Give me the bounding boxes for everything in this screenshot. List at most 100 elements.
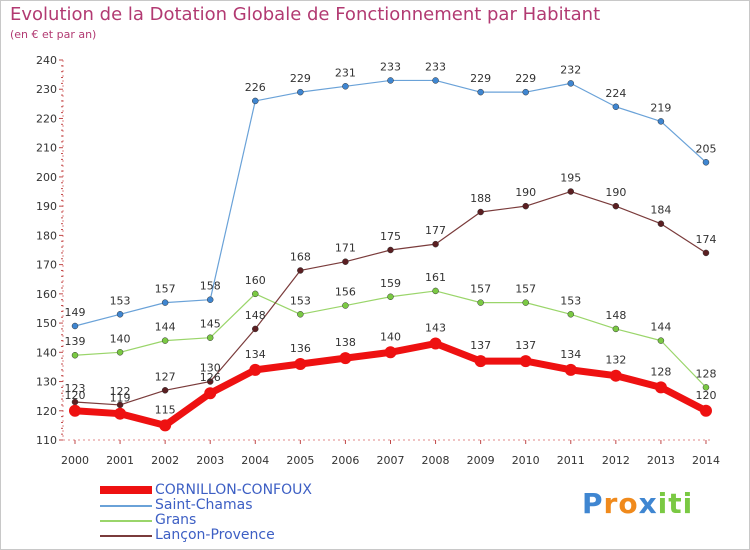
y-tick-label: 140 <box>36 346 57 359</box>
data-point-grans <box>387 293 394 301</box>
data-point-lan-on-provence <box>702 249 710 257</box>
data-label-saint-chamas: 153 <box>110 294 131 307</box>
data-point-cornillon-confoux <box>519 355 532 368</box>
y-tick-label: 190 <box>36 200 57 213</box>
x-tick-label: 2004 <box>241 454 269 467</box>
data-label-saint-chamas: 158 <box>200 280 221 293</box>
data-point-lan-on-provence <box>297 267 304 274</box>
data-point-cornillon-confoux <box>564 363 577 376</box>
data-label-lan-on-provence: 148 <box>245 309 266 322</box>
data-label-cornillon-confoux: 128 <box>650 365 671 378</box>
data-label-grans: 153 <box>560 294 581 307</box>
logo-letter: o <box>618 487 639 520</box>
data-label-grans: 160 <box>245 274 266 287</box>
x-tick-label: 2007 <box>376 454 404 467</box>
data-point-saint-chamas <box>522 88 529 96</box>
chart-series: 149 153 157 158 226 229 231 233 233 229 229 232 224 2… <box>65 60 716 432</box>
data-point-cornillon-confoux <box>654 381 667 394</box>
data-label-lan-on-provence: 184 <box>650 204 671 217</box>
chart-title: Evolution de la Dotation Globale de Fonc… <box>10 4 601 25</box>
data-point-lan-on-provence <box>161 387 169 394</box>
y-tick-label: 170 <box>36 259 57 272</box>
data-point-grans <box>657 337 665 344</box>
legend-label-saint-chamas: Saint-Chamas <box>155 497 253 513</box>
data-label-lan-on-provence: 177 <box>425 224 446 237</box>
data-point-grans <box>702 384 710 391</box>
data-point-lan-on-provence <box>657 220 665 227</box>
legend-swatch-grans <box>100 520 152 522</box>
data-point-grans <box>432 287 439 295</box>
data-label-saint-chamas: 219 <box>650 101 671 114</box>
data-point-lan-on-provence <box>477 208 484 216</box>
data-label-grans: 159 <box>380 277 401 290</box>
y-tick-label: 130 <box>36 376 57 389</box>
data-point-lan-on-provence <box>567 188 575 195</box>
y-tick-label: 120 <box>36 405 57 418</box>
data-point-grans <box>161 337 169 344</box>
data-point-saint-chamas <box>702 159 710 166</box>
data-label-lan-on-provence: 122 <box>110 385 131 398</box>
data-point-saint-chamas <box>116 311 124 318</box>
data-point-cornillon-confoux <box>609 369 622 382</box>
data-point-grans <box>522 299 529 306</box>
data-point-cornillon-confoux <box>114 407 127 420</box>
data-point-cornillon-confoux <box>474 355 487 368</box>
data-point-cornillon-confoux <box>339 352 352 365</box>
data-point-lan-on-provence <box>522 202 529 210</box>
logo-letter: t <box>668 487 683 520</box>
data-point-grans <box>477 299 484 306</box>
logo-letter: i <box>657 487 669 520</box>
legend-label-lancon-provence: Lançon-Provence <box>155 527 275 543</box>
data-point-saint-chamas <box>567 80 575 87</box>
data-point-saint-chamas <box>71 322 79 330</box>
data-label-saint-chamas: 233 <box>425 60 446 73</box>
data-label-lan-on-provence: 127 <box>155 370 176 383</box>
data-label-lan-on-provence: 190 <box>605 186 626 199</box>
data-point-grans <box>252 290 259 298</box>
data-label-lan-on-provence: 168 <box>290 250 311 263</box>
data-label-lan-on-provence: 130 <box>200 362 221 375</box>
legend-swatch-saint-chamas <box>100 505 152 507</box>
data-label-saint-chamas: 229 <box>470 72 491 85</box>
data-label-grans: 144 <box>155 321 176 334</box>
logo-letter: P <box>582 487 604 520</box>
data-label-grans: 145 <box>200 318 221 331</box>
data-label-saint-chamas: 149 <box>65 306 86 319</box>
legend-item-lancon-provence: Lançon-Provence <box>100 528 360 543</box>
data-label-cornillon-confoux: 137 <box>515 339 536 352</box>
data-label-cornillon-confoux: 126 <box>200 371 221 384</box>
data-point-cornillon-confoux <box>69 404 81 417</box>
data-label-cornillon-confoux: 134 <box>245 348 266 361</box>
data-label-grans: 139 <box>65 335 86 348</box>
chart-axes: 110 120 130 140 150 160 170 180 190 200 210 220 230 2… <box>36 54 720 467</box>
data-label-saint-chamas: 233 <box>380 60 401 73</box>
data-label-cornillon-confoux: 115 <box>155 403 176 416</box>
data-point-grans <box>206 334 214 341</box>
data-point-grans <box>297 311 304 318</box>
data-label-lan-on-provence: 174 <box>695 233 716 246</box>
data-point-lan-on-provence <box>252 325 259 333</box>
data-label-grans: 153 <box>290 294 311 307</box>
data-label-grans: 128 <box>695 367 716 380</box>
legend-label-grans: Grans <box>155 512 197 528</box>
y-tick-label: 110 <box>36 434 57 447</box>
x-tick-label: 2005 <box>286 454 314 467</box>
data-label-lan-on-provence: 171 <box>335 242 356 255</box>
data-label-grans: 144 <box>650 321 671 334</box>
y-tick-label: 180 <box>36 229 57 242</box>
data-label-cornillon-confoux: 120 <box>65 389 86 402</box>
data-point-cornillon-confoux <box>204 387 217 400</box>
data-point-saint-chamas <box>477 88 484 96</box>
data-point-grans <box>567 311 575 318</box>
data-point-saint-chamas <box>432 77 439 84</box>
x-tick-label: 2010 <box>512 454 540 467</box>
data-point-grans <box>116 349 124 356</box>
data-label-saint-chamas: 229 <box>515 72 536 85</box>
data-label-saint-chamas: 226 <box>245 81 266 94</box>
data-label-cornillon-confoux: 140 <box>380 330 401 343</box>
data-label-cornillon-confoux: 138 <box>335 336 356 349</box>
data-label-grans: 161 <box>425 271 446 284</box>
data-point-cornillon-confoux <box>294 358 307 370</box>
legend-label-cornillon: CORNILLON-CONFOUX <box>155 482 312 498</box>
data-point-grans <box>342 302 349 309</box>
